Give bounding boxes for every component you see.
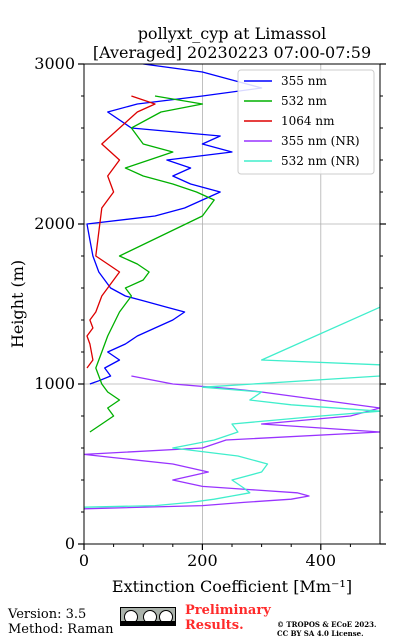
legend-label-0: 355 nm <box>281 74 327 88</box>
series-line-2 <box>86 95 156 369</box>
chart-subtitle: [Averaged] 20230223 07:00-07:59 <box>93 43 371 62</box>
legend-box <box>237 69 375 175</box>
cc-badge-strip <box>121 621 175 625</box>
x-axis-label: Extinction Coefficient [Mm⁻¹] <box>112 577 352 596</box>
cc-license-badge <box>120 607 176 626</box>
copyright-text: © TROPOS & ECoE 2023. CC BY SA 4.0 Licen… <box>277 620 376 638</box>
x-tick-label: 400 <box>306 551 337 570</box>
preliminary-results-text: Preliminary Results. <box>185 603 271 633</box>
x-tick-label: 0 <box>79 551 89 570</box>
chart-svg: pollyxt_cyp at Limassol [Averaged] 20230… <box>8 24 386 596</box>
chart-title: pollyxt_cyp at Limassol <box>138 24 327 43</box>
y-tick-label: 2000 <box>34 214 75 233</box>
legend-label-4: 532 nm (NR) <box>281 154 360 168</box>
legend: 355 nm 532 nm 1064 nm 355 nm (NR) 532 nm (NR… <box>237 69 375 175</box>
series-line-3 <box>84 375 380 510</box>
legend-label-1: 532 nm <box>281 94 327 108</box>
method-text: Method: Raman <box>8 622 114 637</box>
series-line-0 <box>86 64 263 385</box>
legend-label-2: 1064 nm <box>281 114 335 128</box>
preliminary-line-2: Results. <box>185 618 244 633</box>
series-line-4 <box>84 304 380 508</box>
y-tick-label: 1000 <box>34 374 75 393</box>
y-tick-label: 3000 <box>34 54 75 73</box>
series-line-1 <box>89 95 215 433</box>
preliminary-line-1: Preliminary <box>185 603 271 618</box>
axis-layer: 0 200 400 0 1000 2000 3000 <box>34 54 386 570</box>
version-text: Version: 3.5 <box>8 607 87 622</box>
y-tick-label: 0 <box>65 534 75 553</box>
y-axis-label: Height (m) <box>8 260 27 348</box>
copyright-line-2: CC BY SA 4.0 License. <box>277 629 364 638</box>
copyright-line-1: © TROPOS & ECoE 2023. <box>277 620 377 629</box>
x-tick-label: 200 <box>187 551 218 570</box>
series-layer <box>84 64 380 510</box>
legend-label-3: 355 nm (NR) <box>281 134 360 148</box>
